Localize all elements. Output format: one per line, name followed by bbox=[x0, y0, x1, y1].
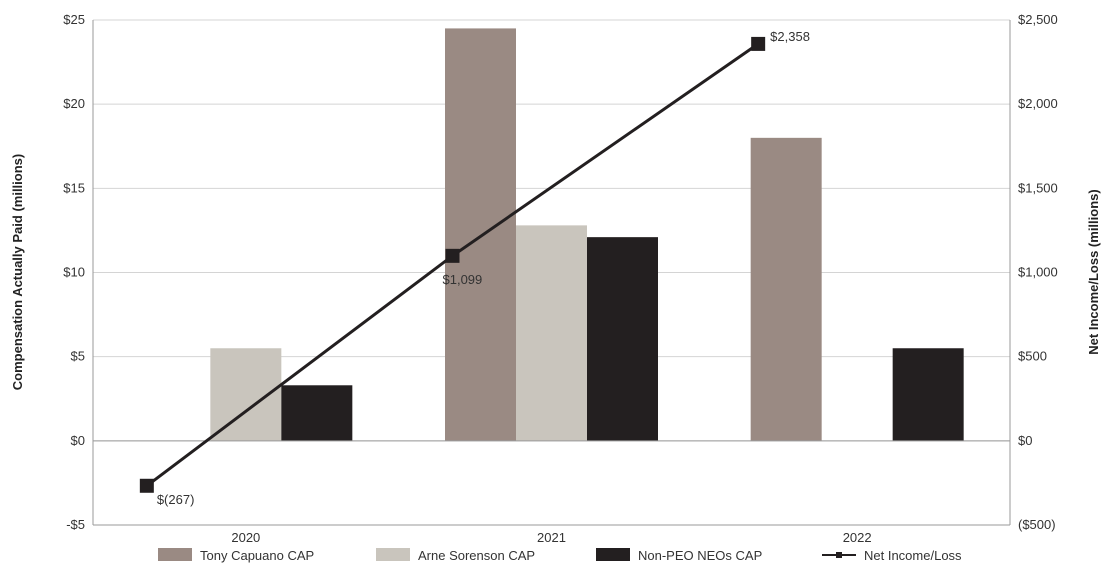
net-income-marker-2022 bbox=[751, 36, 766, 51]
bar-non-peo-neos-cap-2020 bbox=[281, 385, 353, 441]
bar-non-peo-neos-cap-2022 bbox=[892, 348, 964, 441]
net-income-data-label: $2,358 bbox=[770, 29, 810, 44]
legend-label: Net Income/Loss bbox=[864, 548, 962, 563]
x-tick-label: 2020 bbox=[231, 530, 260, 545]
right-axis-ticks: $2,500 $2,000 $1,500 $1,000 $500 $0 ($500) bbox=[1018, 12, 1058, 532]
left-tick-label: $10 bbox=[63, 265, 85, 280]
legend-label: Non-PEO NEOs CAP bbox=[638, 548, 762, 563]
left-tick-label: $5 bbox=[71, 349, 85, 364]
bar-arne-sorenson-cap-2020 bbox=[210, 348, 282, 441]
legend-label: Tony Capuano CAP bbox=[200, 548, 314, 563]
legend-swatch bbox=[376, 548, 410, 561]
left-tick-label: $20 bbox=[63, 96, 85, 111]
right-tick-label: $0 bbox=[1018, 433, 1032, 448]
x-tick-label: 2022 bbox=[843, 530, 872, 545]
left-tick-label: -$5 bbox=[66, 517, 85, 532]
right-tick-label: $1,500 bbox=[1018, 180, 1058, 195]
legend-swatch bbox=[596, 548, 630, 561]
net-income-marker-2021 bbox=[445, 248, 460, 263]
net-income-marker-2020 bbox=[139, 478, 154, 493]
right-axis-title: Net Income/Loss (millions) bbox=[1086, 189, 1101, 354]
bar-non-peo-neos-cap-2021 bbox=[587, 237, 658, 441]
bar-tony-capuano-cap-2022 bbox=[750, 137, 822, 441]
net-income-data-label: $1,099 bbox=[443, 272, 483, 287]
right-tick-label: $500 bbox=[1018, 349, 1047, 364]
legend-label: Arne Sorenson CAP bbox=[418, 548, 535, 563]
left-tick-label: $25 bbox=[63, 12, 85, 27]
net-income-line-series: $(267) $1,099 $2,358 bbox=[139, 29, 810, 507]
right-tick-label: $2,000 bbox=[1018, 96, 1058, 111]
legend: Tony Capuano CAP Arne Sorenson CAP Non-PEO… bbox=[158, 548, 962, 563]
x-tick-label: 2021 bbox=[537, 530, 566, 545]
right-tick-label: $1,000 bbox=[1018, 265, 1058, 280]
axes bbox=[92, 20, 1011, 526]
right-tick-label: $2,500 bbox=[1018, 12, 1058, 27]
bar-series bbox=[210, 28, 964, 441]
legend-marker-swatch bbox=[836, 552, 842, 558]
left-tick-label: $0 bbox=[71, 433, 85, 448]
left-tick-label: $15 bbox=[63, 180, 85, 195]
x-axis-ticks: 2020 2021 2022 bbox=[231, 530, 871, 545]
net-income-data-label: $(267) bbox=[157, 492, 195, 507]
legend-swatch bbox=[158, 548, 192, 561]
left-axis-ticks: $25 $20 $15 $10 $5 $0 -$5 bbox=[63, 12, 85, 532]
bar-arne-sorenson-cap-2021 bbox=[516, 225, 587, 441]
right-tick-label: ($500) bbox=[1018, 517, 1056, 532]
left-axis-title: Compensation Actually Paid (millions) bbox=[10, 154, 25, 390]
